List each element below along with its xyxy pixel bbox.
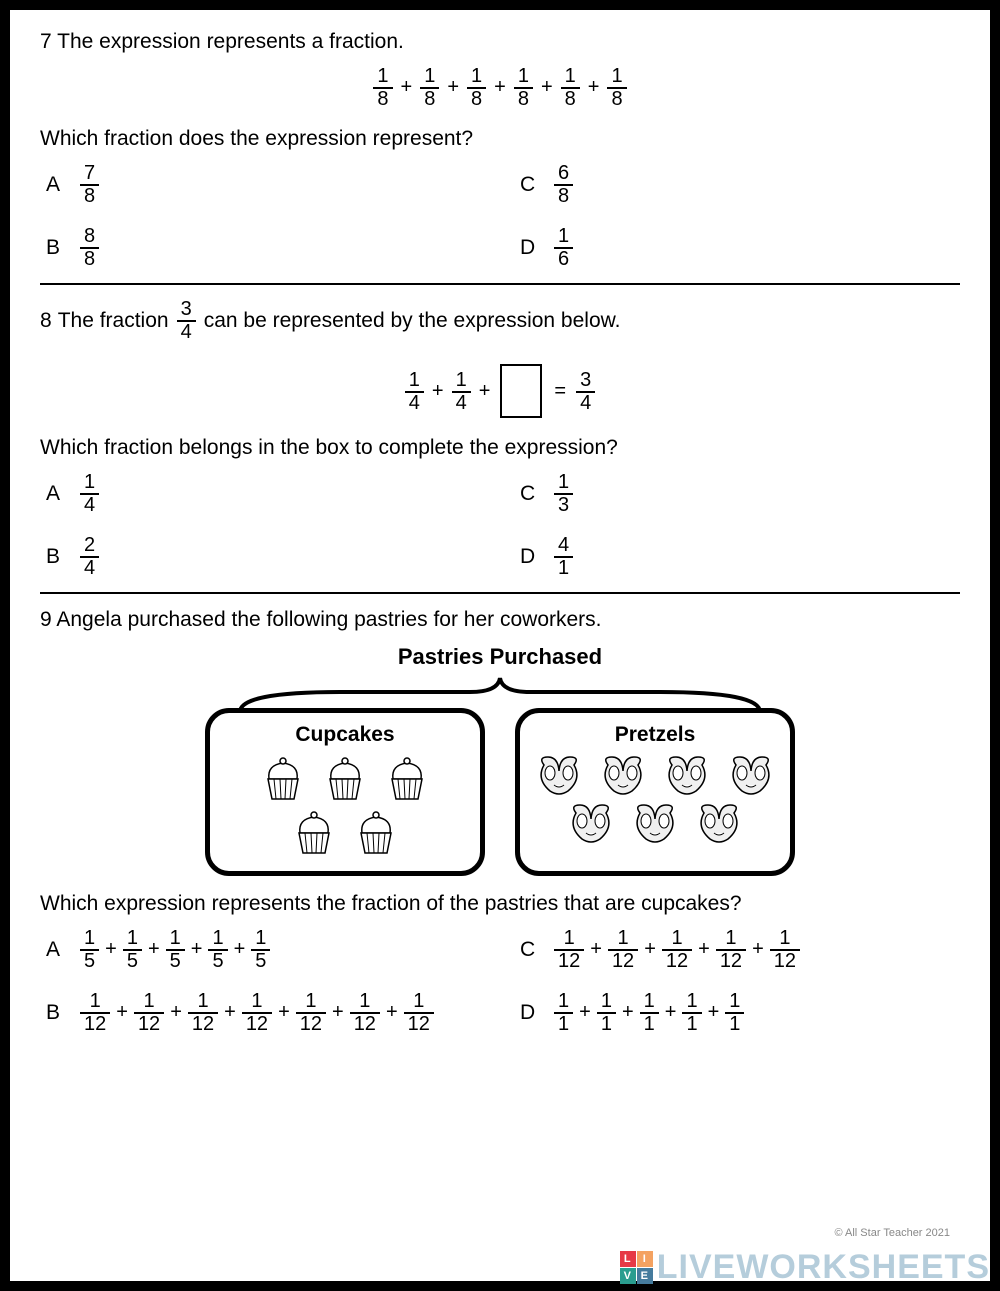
cupcakes-items — [222, 753, 468, 857]
pretzel-icon — [566, 801, 616, 845]
q8-choices: A14 C13 B24 D41 — [46, 472, 954, 578]
q7-choice-b[interactable]: B88 — [46, 226, 480, 269]
pretzel-icon — [534, 753, 584, 797]
q8-prompt: 8 The fraction 34 can be represented by … — [40, 299, 620, 342]
pretzels-items — [532, 753, 778, 845]
q8-choice-a[interactable]: A14 — [46, 472, 480, 515]
q8-expression: 14+14+=34 — [40, 364, 960, 418]
q7-choices: A78 C68 B88 D16 — [46, 163, 954, 269]
q8-prompt-post: can be represented by the expression bel… — [204, 309, 621, 333]
q8-inline-fraction: 34 — [175, 299, 198, 342]
cupcake-icon — [259, 753, 307, 803]
cupcake-icon — [321, 753, 369, 803]
q7-choice-c[interactable]: C68 — [520, 163, 954, 206]
divider — [40, 592, 960, 594]
q9-choice-d[interactable]: D11+11+11+11+11 — [520, 991, 954, 1034]
question-8: 8 The fraction 34 can be represented by … — [40, 299, 960, 578]
divider — [40, 283, 960, 285]
cupcake-icon — [352, 807, 400, 857]
pretzel-icon — [598, 753, 648, 797]
q7-prompt-text: The expression represents a fraction. — [57, 30, 404, 53]
q8-prompt-pre: The fraction — [58, 309, 169, 333]
q7-subprompt: Which fraction does the expression repre… — [40, 127, 960, 151]
q9-choice-b[interactable]: B112+112+112+112+112+112+112 — [46, 991, 480, 1034]
q9-subprompt: Which expression represents the fraction… — [40, 892, 960, 916]
q8-choice-c[interactable]: C13 — [520, 472, 954, 515]
pretzel-icon — [630, 801, 680, 845]
q7-expression: 18+18+18+18+18+18 — [40, 66, 960, 109]
question-9: 9 Angela purchased the following pastrie… — [40, 608, 960, 1034]
q9-prompt: 9 Angela purchased the following pastrie… — [40, 608, 960, 632]
question-7: 7 The expression represents a fraction. … — [40, 30, 960, 269]
q9-choices: A15+15+15+15+15 C112+112+112+112+112 B11… — [46, 928, 954, 1034]
q9-number: 9 — [40, 608, 52, 631]
cupcake-icon — [290, 807, 338, 857]
worksheet-page: 7 The expression represents a fraction. … — [0, 0, 1000, 1291]
q8-subprompt: Which fraction belongs in the box to com… — [40, 436, 960, 460]
q7-choice-d[interactable]: D16 — [520, 226, 954, 269]
cupcakes-title: Cupcakes — [222, 723, 468, 747]
cupcakes-box: Cupcakes — [205, 708, 485, 876]
q8-choice-b[interactable]: B24 — [46, 535, 480, 578]
watermark-text: LIVEWORKSHEETS — [657, 1248, 990, 1287]
q7-prompt: 7 The expression represents a fraction. — [40, 30, 960, 54]
watermark: LI VE LIVEWORKSHEETS — [620, 1248, 990, 1287]
pretzels-title: Pretzels — [532, 723, 778, 747]
pretzel-icon — [662, 753, 712, 797]
pastries-diagram: Pastries Purchased Cupcakes Pretzels — [40, 644, 960, 876]
pretzels-box: Pretzels — [515, 708, 795, 876]
q7-number: 7 — [40, 30, 52, 53]
pretzel-icon — [726, 753, 776, 797]
q9-choice-c[interactable]: C112+112+112+112+112 — [520, 928, 954, 971]
q8-number: 8 — [40, 309, 52, 333]
q9-choice-a[interactable]: A15+15+15+15+15 — [46, 928, 480, 971]
watermark-logo-icon: LI VE — [620, 1251, 653, 1284]
q8-choice-d[interactable]: D41 — [520, 535, 954, 578]
diagram-title: Pastries Purchased — [40, 644, 960, 670]
pretzel-icon — [694, 801, 744, 845]
cupcake-icon — [383, 753, 431, 803]
q7-choice-a[interactable]: A78 — [46, 163, 480, 206]
q9-prompt-text: Angela purchased the following pastries … — [56, 608, 601, 631]
copyright-text: © All Star Teacher 2021 — [834, 1227, 950, 1239]
